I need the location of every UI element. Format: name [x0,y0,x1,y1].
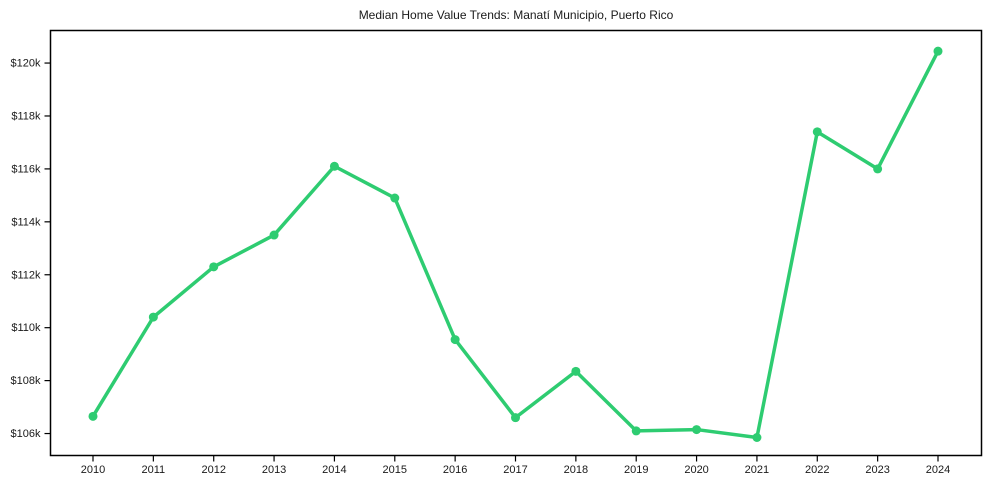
chart-title: Median Home Value Trends: Manatí Municip… [358,8,674,22]
x-axis-tick-label: 2017 [503,464,527,476]
x-axis-tick-label: 2012 [201,464,225,476]
x-axis-tick-label: 2021 [745,464,769,476]
data-point-2022 [812,127,822,137]
data-point-2010 [88,411,98,421]
x-axis-tick-label: 2018 [564,464,588,476]
data-point-2017 [511,413,520,423]
data-point-2023 [873,164,883,174]
data-point-2021 [752,433,762,443]
data-point-2016 [450,335,460,345]
data-point-2015 [390,193,400,203]
trend-line [91,49,940,440]
y-axis-tick-label: $114k [11,216,41,228]
data-point-2024 [933,46,943,56]
x-axis-tick-label: 2022 [805,464,829,476]
x-axis-tick-label: 2023 [865,464,889,476]
data-point-2014 [329,161,339,171]
x-axis-tick-label: 2015 [383,464,407,476]
x-axis-tick-label: 2013 [262,464,286,476]
data-point-2012 [209,262,219,272]
y-axis-tick-label: $118k [11,110,41,122]
data-point-2013 [269,230,279,240]
y-axis-tick-label: $116k [11,163,41,175]
data-point-2011 [148,312,158,322]
x-axis-tick-label: 2020 [684,464,708,476]
x-axis-tick-label: 2010 [81,464,105,476]
y-axis-tick-label: $120k [11,58,41,70]
x-axis-tick-label: 2024 [926,464,950,476]
y-axis-tick-label: $112k [11,269,41,281]
x-axis-tick-label: 2019 [624,464,648,476]
data-point-2019 [631,426,641,436]
y-axis-tick-label: $110k [11,322,41,334]
data-point-2020 [692,425,702,435]
x-axis-tick-label: 2016 [443,464,467,476]
data-point-2018 [571,366,581,376]
x-axis-tick-label: 2014 [322,464,346,476]
y-axis-tick-label: $106k [11,428,41,440]
y-axis-tick-label: $108k [11,375,41,387]
x-axis-tick-label: 2011 [142,464,166,476]
plot-border [49,29,983,457]
